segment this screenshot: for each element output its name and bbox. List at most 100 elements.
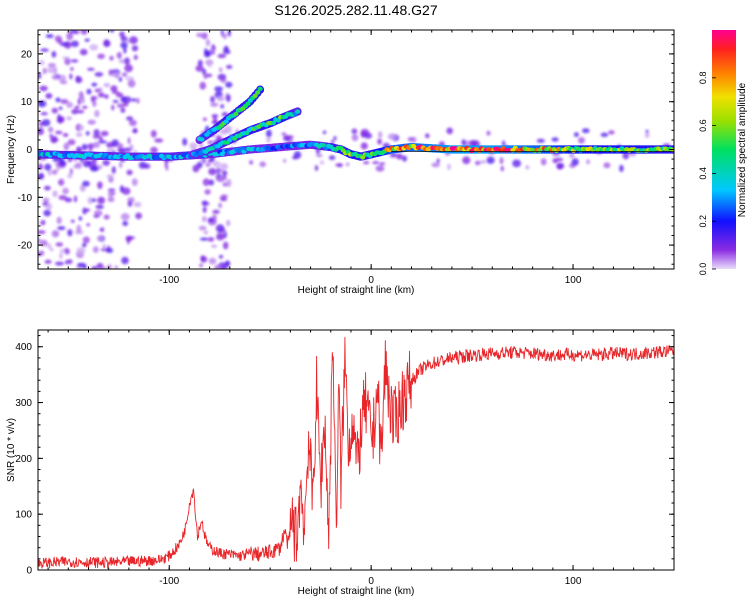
colorbar-tick-label: 0.0 <box>698 263 708 276</box>
noise-blob <box>283 158 287 163</box>
noise-blob <box>259 161 267 168</box>
noise-blob <box>84 38 90 42</box>
noise-blob <box>107 188 116 192</box>
noise-blob <box>201 200 209 206</box>
noise-blob <box>619 164 624 172</box>
noise-blob <box>212 209 220 214</box>
noise-blob <box>39 85 48 92</box>
noise-blob <box>111 139 119 146</box>
noise-blob <box>110 85 118 92</box>
noise-blob <box>387 133 397 141</box>
noise-blob <box>111 166 116 174</box>
noise-blob <box>69 168 74 175</box>
noise-blob <box>129 36 138 44</box>
noise-blob <box>200 255 208 263</box>
noise-blob <box>215 224 225 233</box>
noise-blob <box>266 129 272 138</box>
snr-frame <box>37 329 675 571</box>
spectro-point <box>233 111 239 117</box>
spectro-ytick-label: -20 <box>18 241 33 252</box>
noise-blob <box>77 262 87 268</box>
noise-blob <box>67 139 76 146</box>
snr-ytick-label: 100 <box>15 510 32 521</box>
noise-blob <box>217 73 227 81</box>
noise-blob <box>60 99 69 104</box>
noise-blob <box>136 97 140 104</box>
noise-blob <box>66 32 74 41</box>
noise-blob <box>86 88 92 95</box>
noise-blob <box>199 263 204 268</box>
noise-blob <box>91 266 98 269</box>
noise-blob <box>202 117 207 122</box>
noise-blob <box>38 72 42 79</box>
noise-blob <box>98 140 107 144</box>
noise-blob <box>38 239 43 244</box>
noise-blob <box>64 197 73 203</box>
noise-blob <box>64 247 69 254</box>
noise-blob <box>102 159 110 166</box>
noise-blob <box>127 137 131 145</box>
noise-blob <box>266 137 271 143</box>
noise-blob <box>82 207 87 215</box>
noise-blob <box>92 246 99 254</box>
noise-blob <box>322 130 327 135</box>
noise-blob <box>207 237 215 242</box>
noise-blob <box>98 92 105 98</box>
noise-blob <box>224 261 231 265</box>
noise-blob <box>202 206 207 213</box>
spectro-ytick-label: 20 <box>21 49 33 60</box>
noise-blob <box>138 161 147 169</box>
noise-blob <box>40 220 45 226</box>
noise-blob <box>46 66 56 74</box>
noise-blob <box>82 236 90 244</box>
noise-blob <box>55 130 63 135</box>
noise-blob <box>407 137 415 142</box>
noise-blob <box>87 143 95 149</box>
noise-blob <box>117 147 126 153</box>
noise-blob <box>200 33 207 39</box>
noise-blob <box>52 169 58 175</box>
noise-blob <box>198 225 207 231</box>
noise-blob <box>486 156 495 164</box>
noise-blob <box>135 212 143 220</box>
noise-blob <box>47 63 56 68</box>
noise-blob <box>42 67 47 75</box>
noise-blob <box>315 153 323 158</box>
noise-blob <box>111 104 115 111</box>
noise-blob <box>63 142 70 151</box>
noise-blob <box>97 53 105 60</box>
noise-blob <box>128 119 137 127</box>
noise-blob <box>131 45 139 52</box>
noise-blob <box>402 155 407 162</box>
noise-blob <box>38 59 45 66</box>
noise-blob <box>125 235 133 242</box>
noise-blob <box>210 46 214 55</box>
noise-blob <box>536 138 545 143</box>
noise-blob <box>57 116 65 122</box>
noise-blob <box>111 90 120 95</box>
noise-blob <box>319 160 325 165</box>
noise-blob <box>40 48 49 52</box>
noise-blob <box>106 264 112 269</box>
noise-blob <box>70 59 79 63</box>
noise-blob <box>208 257 217 265</box>
noise-blob <box>44 163 52 171</box>
noise-blob <box>109 55 114 61</box>
noise-blob <box>571 158 579 166</box>
noise-blob <box>446 127 454 135</box>
noise-blob <box>150 146 158 154</box>
noise-blob <box>94 72 104 77</box>
noise-blob <box>58 178 65 186</box>
noise-blob <box>192 164 200 173</box>
noise-blob <box>94 109 100 118</box>
noise-blob <box>389 152 398 158</box>
noise-blob <box>203 230 209 235</box>
snr-plot: -100 0 100 0 100 200 300 400 Height of straight … <box>6 329 675 597</box>
noise-blob <box>132 127 138 134</box>
noise-blob <box>218 254 224 259</box>
noise-blob <box>102 243 106 250</box>
noise-blob <box>372 161 380 165</box>
noise-blob <box>204 189 211 195</box>
noise-blob <box>226 64 233 69</box>
